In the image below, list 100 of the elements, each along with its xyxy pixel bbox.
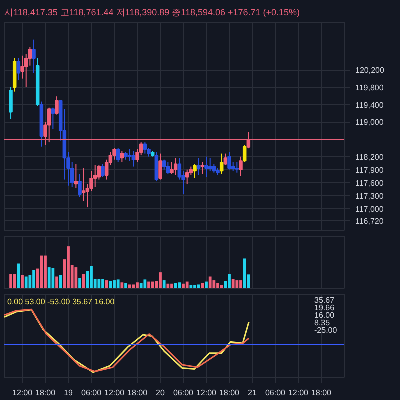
bar [240,280,242,288]
bar [67,246,70,288]
candlestick [51,107,56,130]
bar [24,276,28,288]
y-tick-label: 120,200 [356,66,385,76]
bar [190,285,193,288]
candlestick [128,148,132,162]
bar [109,281,112,288]
bar [212,280,216,288]
candlestick [174,158,178,176]
bar [197,284,200,288]
y-tick-label: 116,720 [356,216,384,226]
x-tick-label: 18:00 [219,388,240,398]
bar [140,283,143,288]
candlestick [196,158,201,176]
candlestick [235,162,240,174]
bar [162,280,166,288]
y-tick-label: 117,000 [356,204,384,214]
bar [174,283,178,288]
x-tick-label: 12:00 [288,388,310,398]
bar [182,284,185,288]
y-tick-label: 117,900 [356,166,384,175]
y-tick-label: 117,300 [356,192,384,201]
x-tick-label: 12:00 [12,388,34,398]
bar [74,268,78,288]
y-tick-label: 119,000 [356,118,384,128]
bar [59,276,62,288]
bar [44,256,47,288]
bar [32,270,36,288]
candlestick [200,162,205,175]
x-tick-label: 12:00 [196,388,218,398]
x-tick-label: 18:00 [36,388,56,398]
bar [201,283,204,288]
bar [132,284,136,288]
bar [208,276,212,288]
bar [116,280,120,288]
bar [159,272,162,288]
candlestick [158,153,162,180]
candlestick [78,174,82,198]
bar [105,280,108,288]
bar [82,274,86,288]
bar [166,284,170,288]
bar [136,282,139,288]
x-tick-label: 06:00 [174,388,194,398]
bar [48,268,51,288]
y-tick-label: 118,200 [356,152,384,162]
bar [56,276,58,288]
bar [216,283,220,288]
x-tick-label: 18:00 [128,388,148,398]
y-tick-label: 119,800 [356,84,384,92]
candlestick [162,159,166,170]
y-tick-label: 119,400 [356,100,384,110]
candlestick [204,156,208,178]
text: 35.67 [314,296,336,305]
candlestick [193,164,197,179]
candlestick [220,153,224,175]
bar [78,278,82,288]
bar [243,258,246,288]
x-tick-label: 06:00 [82,388,102,398]
candlestick [143,142,148,154]
candlestick [166,162,170,175]
candlestick [16,58,21,81]
bar [228,274,231,288]
bar [178,282,182,288]
bar [220,285,224,288]
bar [148,282,150,288]
bar [102,279,104,288]
bar [17,264,20,288]
candlestick [239,156,243,177]
x-tick-label: 06:00 [265,388,286,398]
bar [40,256,44,288]
candlestick [93,165,98,188]
bar [232,279,235,288]
text: 0.00 53.00 -53.00 35.67 16.00 [8,298,116,306]
bar [21,276,24,288]
y-tick-label: 117,600 [356,178,384,188]
bar [144,280,147,288]
candlestick [32,39,36,74]
bar [151,282,154,288]
candlestick [224,153,228,166]
candlestick [101,164,105,178]
candlestick [132,150,136,168]
bar [205,282,208,288]
annotation: 19.66 [314,303,336,312]
bar [186,282,189,288]
chart-subtitle: 시118,417.35 고118,761.44 저118,390.89 종118,594.06 +176.71 (+0.15%) [4,8,300,18]
candlestick [170,162,174,175]
annotation: 16.00 [314,310,336,320]
candlestick [228,152,232,170]
candlestick [116,148,120,163]
bar [170,284,174,288]
bar [98,279,101,288]
x-tick-label: 18:00 [311,388,332,398]
candlestick [55,96,59,116]
x-tick-label: 19 [64,388,74,398]
candlestick [120,150,124,163]
bar [236,280,239,288]
candlestick [74,164,78,189]
bar [52,268,55,288]
x-tick-label: 12:00 [104,388,126,398]
